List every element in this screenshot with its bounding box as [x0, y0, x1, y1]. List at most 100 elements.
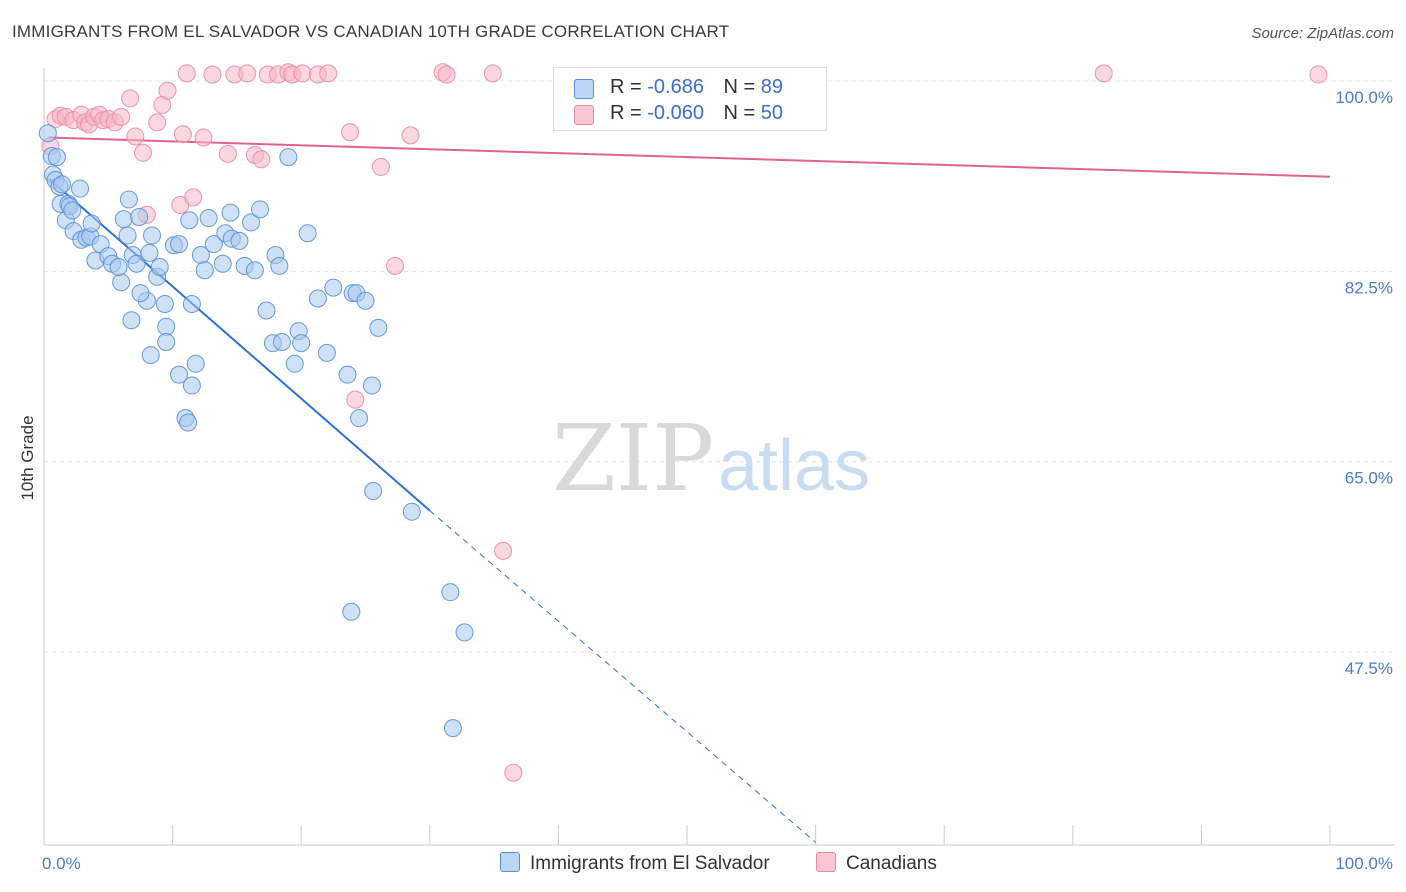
- watermark: ZIP atlas: [552, 405, 870, 512]
- point-canadians: [1094, 64, 1113, 83]
- point-el-salvador: [140, 243, 159, 262]
- point-canadians: [483, 64, 502, 83]
- point-el-salvador: [182, 376, 201, 395]
- point-el-salvador: [47, 148, 66, 167]
- point-el-salvador: [279, 148, 298, 167]
- point-canadians: [218, 144, 237, 163]
- point-canadians: [238, 64, 257, 83]
- point-el-salvador: [441, 583, 460, 602]
- watermark-atlas: atlas: [718, 426, 870, 506]
- legend-r-value: -0.060: [647, 102, 704, 124]
- bottom-legend-series1: Immigrants from El Salvador: [500, 852, 770, 875]
- point-canadians: [386, 256, 405, 275]
- legend-swatch-pink: [574, 105, 594, 125]
- point-el-salvador: [112, 273, 131, 292]
- point-el-salvador: [71, 179, 90, 198]
- watermark-zip: ZIP: [552, 405, 714, 512]
- point-el-salvador: [356, 291, 375, 310]
- point-el-salvador: [38, 124, 57, 143]
- point-el-salvador: [157, 317, 176, 336]
- legend-r-label: R =: [610, 76, 642, 98]
- point-el-salvador: [245, 261, 264, 280]
- point-el-salvador: [127, 254, 146, 273]
- point-el-salvador: [182, 294, 201, 313]
- point-el-salvador: [324, 278, 343, 297]
- point-el-salvador: [118, 226, 137, 245]
- trend-line-canadians: [47, 136, 1331, 178]
- point-canadians: [293, 64, 312, 83]
- point-el-salvador: [292, 334, 311, 353]
- point-el-salvador: [114, 210, 133, 229]
- point-el-salvador: [362, 376, 381, 395]
- point-canadians: [112, 107, 131, 126]
- bottom-legend-swatch-pink: [816, 852, 836, 872]
- point-el-salvador: [180, 211, 199, 230]
- x-tick-label: 0.0%: [42, 854, 81, 873]
- point-el-salvador: [213, 254, 232, 273]
- point-el-salvador: [179, 413, 198, 432]
- point-el-salvador: [308, 289, 327, 308]
- point-canadians: [158, 81, 177, 100]
- correlation-legend: R = -0.686 N = 89 R = -0.060 N = 50: [553, 67, 827, 131]
- point-canadians: [371, 157, 390, 176]
- point-canadians: [148, 113, 167, 132]
- point-el-salvador: [338, 365, 357, 384]
- y-tick-label: 100.0%: [1335, 88, 1393, 107]
- point-el-salvador: [131, 284, 150, 303]
- y-tick-label: 82.5%: [1345, 278, 1393, 297]
- point-el-salvador: [150, 257, 169, 276]
- trend-line-el-salvador: [48, 178, 431, 512]
- point-canadians: [134, 143, 153, 162]
- gridlines: [44, 80, 1395, 653]
- point-el-salvador: [199, 209, 218, 228]
- trend-lines: [47, 136, 1331, 843]
- point-el-salvador: [455, 623, 474, 642]
- point-el-salvador: [364, 482, 383, 501]
- y-tick-label: 47.5%: [1345, 659, 1393, 678]
- point-el-salvador: [369, 318, 388, 337]
- legend-r-label: R =: [610, 102, 642, 124]
- point-el-salvador: [141, 346, 160, 365]
- point-el-salvador: [402, 502, 421, 521]
- point-el-salvador: [251, 200, 270, 219]
- point-canadians: [1309, 65, 1328, 84]
- point-el-salvador: [317, 343, 336, 362]
- legend-row-blue: R = -0.686 N = 89: [574, 76, 783, 99]
- point-el-salvador: [170, 365, 189, 384]
- point-el-salvador: [53, 175, 72, 194]
- point-canadians: [203, 65, 222, 84]
- x-tick-labels: 0.0% 100.0%: [42, 854, 1393, 873]
- point-el-salvador: [130, 207, 149, 226]
- y-tick-labels: 100.0% 82.5% 65.0% 47.5%: [1335, 88, 1393, 678]
- point-el-salvador: [82, 214, 101, 233]
- point-canadians: [184, 188, 203, 207]
- point-el-salvador: [285, 354, 304, 373]
- point-el-salvador: [195, 261, 214, 280]
- point-el-salvador: [186, 354, 205, 373]
- point-el-salvador: [119, 190, 138, 209]
- legend-n-value: 50: [760, 102, 784, 124]
- point-el-salvador: [157, 333, 176, 352]
- legend-n-label: N =: [723, 76, 756, 98]
- data-points: [38, 63, 1328, 782]
- point-canadians: [121, 89, 140, 108]
- bottom-legend-label-pink: Canadians: [846, 853, 937, 874]
- point-canadians: [494, 541, 513, 560]
- point-canadians: [319, 64, 338, 83]
- point-el-salvador: [272, 333, 291, 352]
- point-canadians: [173, 125, 192, 144]
- point-canadians: [194, 128, 213, 147]
- point-el-salvador: [221, 203, 240, 222]
- y-tick-label: 65.0%: [1345, 469, 1393, 488]
- point-el-salvador: [143, 226, 162, 245]
- point-canadians: [401, 126, 420, 145]
- point-el-salvador: [230, 231, 249, 250]
- point-canadians: [504, 763, 523, 782]
- legend-r-value: -0.686: [647, 76, 704, 98]
- bottom-legend-label-blue: Immigrants from El Salvador: [530, 853, 770, 874]
- point-el-salvador: [204, 235, 223, 254]
- bottom-legend-series2: Canadians: [816, 852, 937, 875]
- chart-title: IMMIGRANTS FROM EL SALVADOR VS CANADIAN …: [12, 22, 730, 41]
- legend-n-label: N =: [723, 102, 756, 124]
